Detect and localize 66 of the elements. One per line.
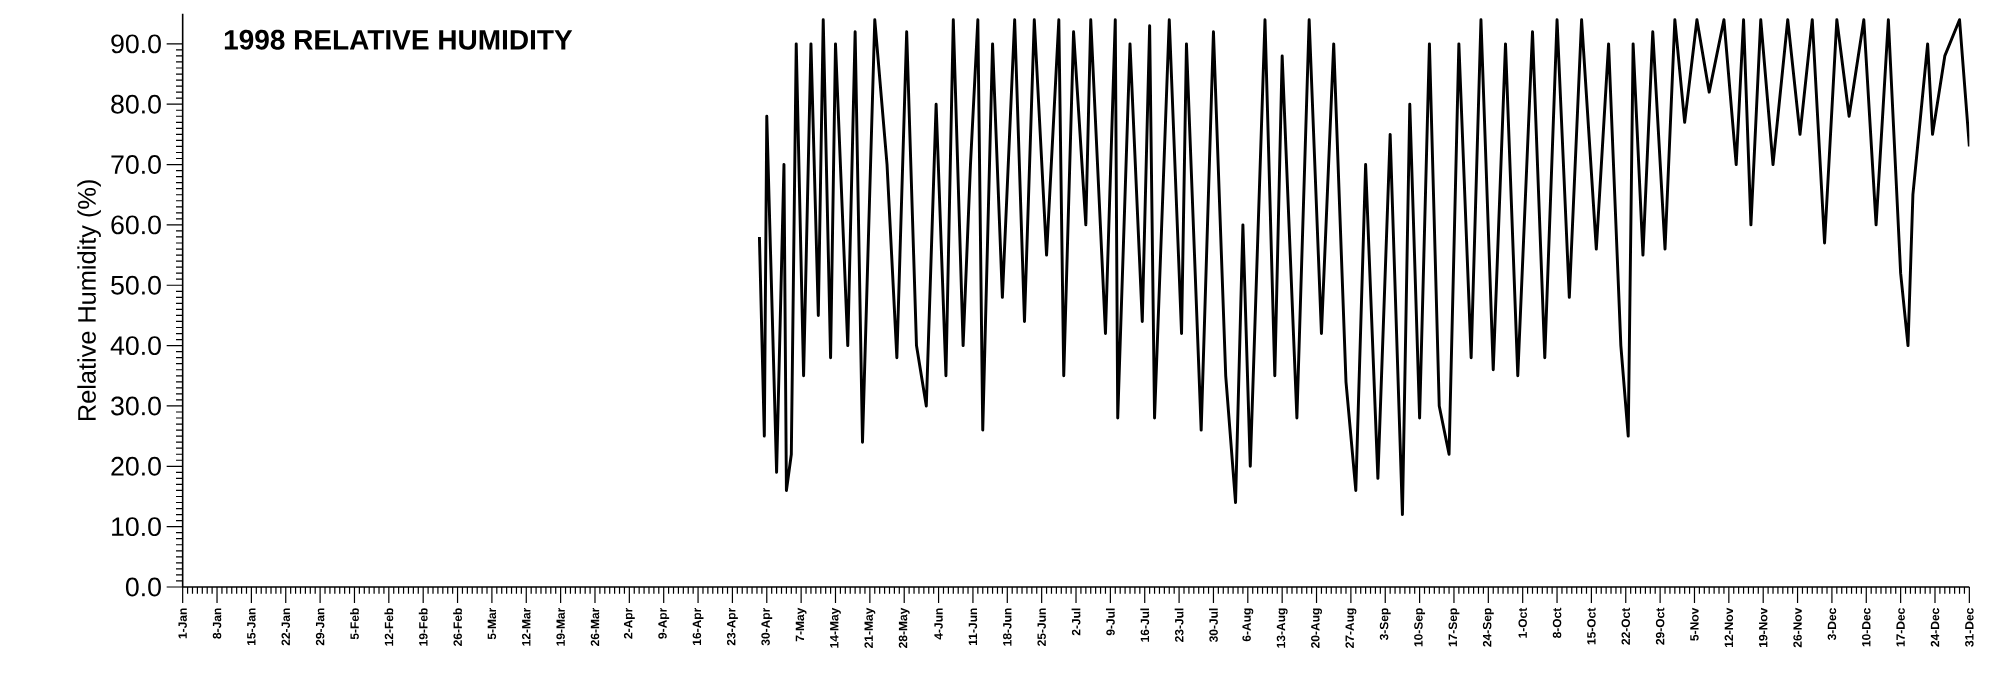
y-tick-label: 10.0 xyxy=(112,517,161,537)
x-tick-label: 9-Apr xyxy=(658,607,670,639)
x-tick-label: 2-Jul xyxy=(1071,608,1081,636)
x-tick-label: 7-May xyxy=(795,607,807,642)
x-tick-label: 15-Oct xyxy=(1587,607,1596,645)
x-tick-label: 1-Jan xyxy=(178,608,187,639)
y-tick-label: 90.0 xyxy=(111,34,161,54)
x-tick-label: 13-Aug xyxy=(1276,608,1288,648)
chart-title: 1998 RELATIVE HUMIDITY xyxy=(224,29,573,50)
y-tick-label: 20.0 xyxy=(111,456,161,476)
y-tick-label: 50.0 xyxy=(111,275,161,295)
y-axis-title: Relative Humidity (%) xyxy=(77,180,101,421)
x-tick-label: 29-Jan xyxy=(315,608,325,646)
x-tick-label: 15-Jan xyxy=(247,608,256,645)
x-tick-label: 28-May xyxy=(898,607,910,648)
x-tick-label: 26-Feb xyxy=(453,608,462,646)
x-tick-label: 12-Feb xyxy=(384,608,394,646)
x-tick-label: 26-Mar xyxy=(590,607,600,646)
y-tick-label: 40.0 xyxy=(110,336,161,356)
x-tick-label: 10-Dec xyxy=(1862,608,1871,647)
x-tick-label: 8-Oct xyxy=(1552,607,1562,639)
x-tick-label: 3-Sep xyxy=(1379,608,1391,641)
x-tick-label: 12-Nov xyxy=(1724,607,1734,647)
x-tick-label: 22-Jan xyxy=(281,608,291,646)
x-tick-label: 30-Apr xyxy=(761,607,773,646)
x-tick-label: 5-Nov xyxy=(1690,607,1699,641)
y-tick-label: 0.0 xyxy=(125,577,161,597)
x-tick-label: 29-Oct xyxy=(1655,607,1665,645)
x-tick-label: 23-Apr xyxy=(726,607,738,646)
x-tick-label: 19-Nov xyxy=(1758,607,1768,647)
y-tick-label: 70.0 xyxy=(111,155,161,174)
x-tick-label: 19-Feb xyxy=(418,608,428,646)
x-tick-label: 22-Oct xyxy=(1621,607,1631,645)
x-tick-label: 19-Mar xyxy=(556,607,565,646)
x-tick-label: 5-Mar xyxy=(487,607,497,640)
x-tick-label: 11-Jun xyxy=(968,608,978,645)
x-tick-label: 16-Jul xyxy=(1140,608,1150,642)
x-tick-label: 8-Jan xyxy=(212,608,222,639)
x-tick-label: 27-Aug xyxy=(1345,608,1357,648)
y-tick-label: 80.0 xyxy=(111,94,161,114)
x-tick-label: 9-Jul xyxy=(1105,608,1115,636)
y-tick-label: 30.0 xyxy=(111,396,161,416)
x-tick-label: 25-Jun xyxy=(1037,608,1046,646)
x-tick-label: 5-Feb xyxy=(350,608,359,640)
x-tick-label: 21-May xyxy=(864,607,876,648)
x-tick-label: 31-Dec xyxy=(1965,608,1974,647)
x-tick-label: 24-Dec xyxy=(1930,608,1940,647)
x-tick-label: 30-Jul xyxy=(1209,608,1218,643)
x-tick-label: 10-Sep xyxy=(1414,608,1426,647)
x-tick-label: 2-Apr xyxy=(623,607,635,639)
x-tick-label: 16-Apr xyxy=(692,607,704,645)
x-tick-label: 14-May xyxy=(830,607,841,648)
x-tick-label: 23-Jul xyxy=(1174,608,1184,642)
x-tick-label: 3-Dec xyxy=(1827,608,1837,641)
x-tick-label: 20-Aug xyxy=(1311,608,1322,648)
x-tick-label: 24-Sep xyxy=(1482,608,1494,647)
x-tick-label: 4-Jun xyxy=(934,608,943,640)
x-tick-label: 1-Oct xyxy=(1518,607,1527,638)
x-tick-label: 17-Dec xyxy=(1896,608,1905,647)
x-tick-label: 6-Aug xyxy=(1242,608,1254,642)
line-series xyxy=(757,18,1970,517)
x-tick-label: 18-Jun xyxy=(1003,608,1012,646)
x-tick-label: 26-Nov xyxy=(1793,607,1802,648)
y-tick-label: 60.0 xyxy=(111,215,161,235)
x-tick-label: 17-Sep xyxy=(1448,608,1460,647)
x-tick-label: 12-Mar xyxy=(522,607,531,646)
